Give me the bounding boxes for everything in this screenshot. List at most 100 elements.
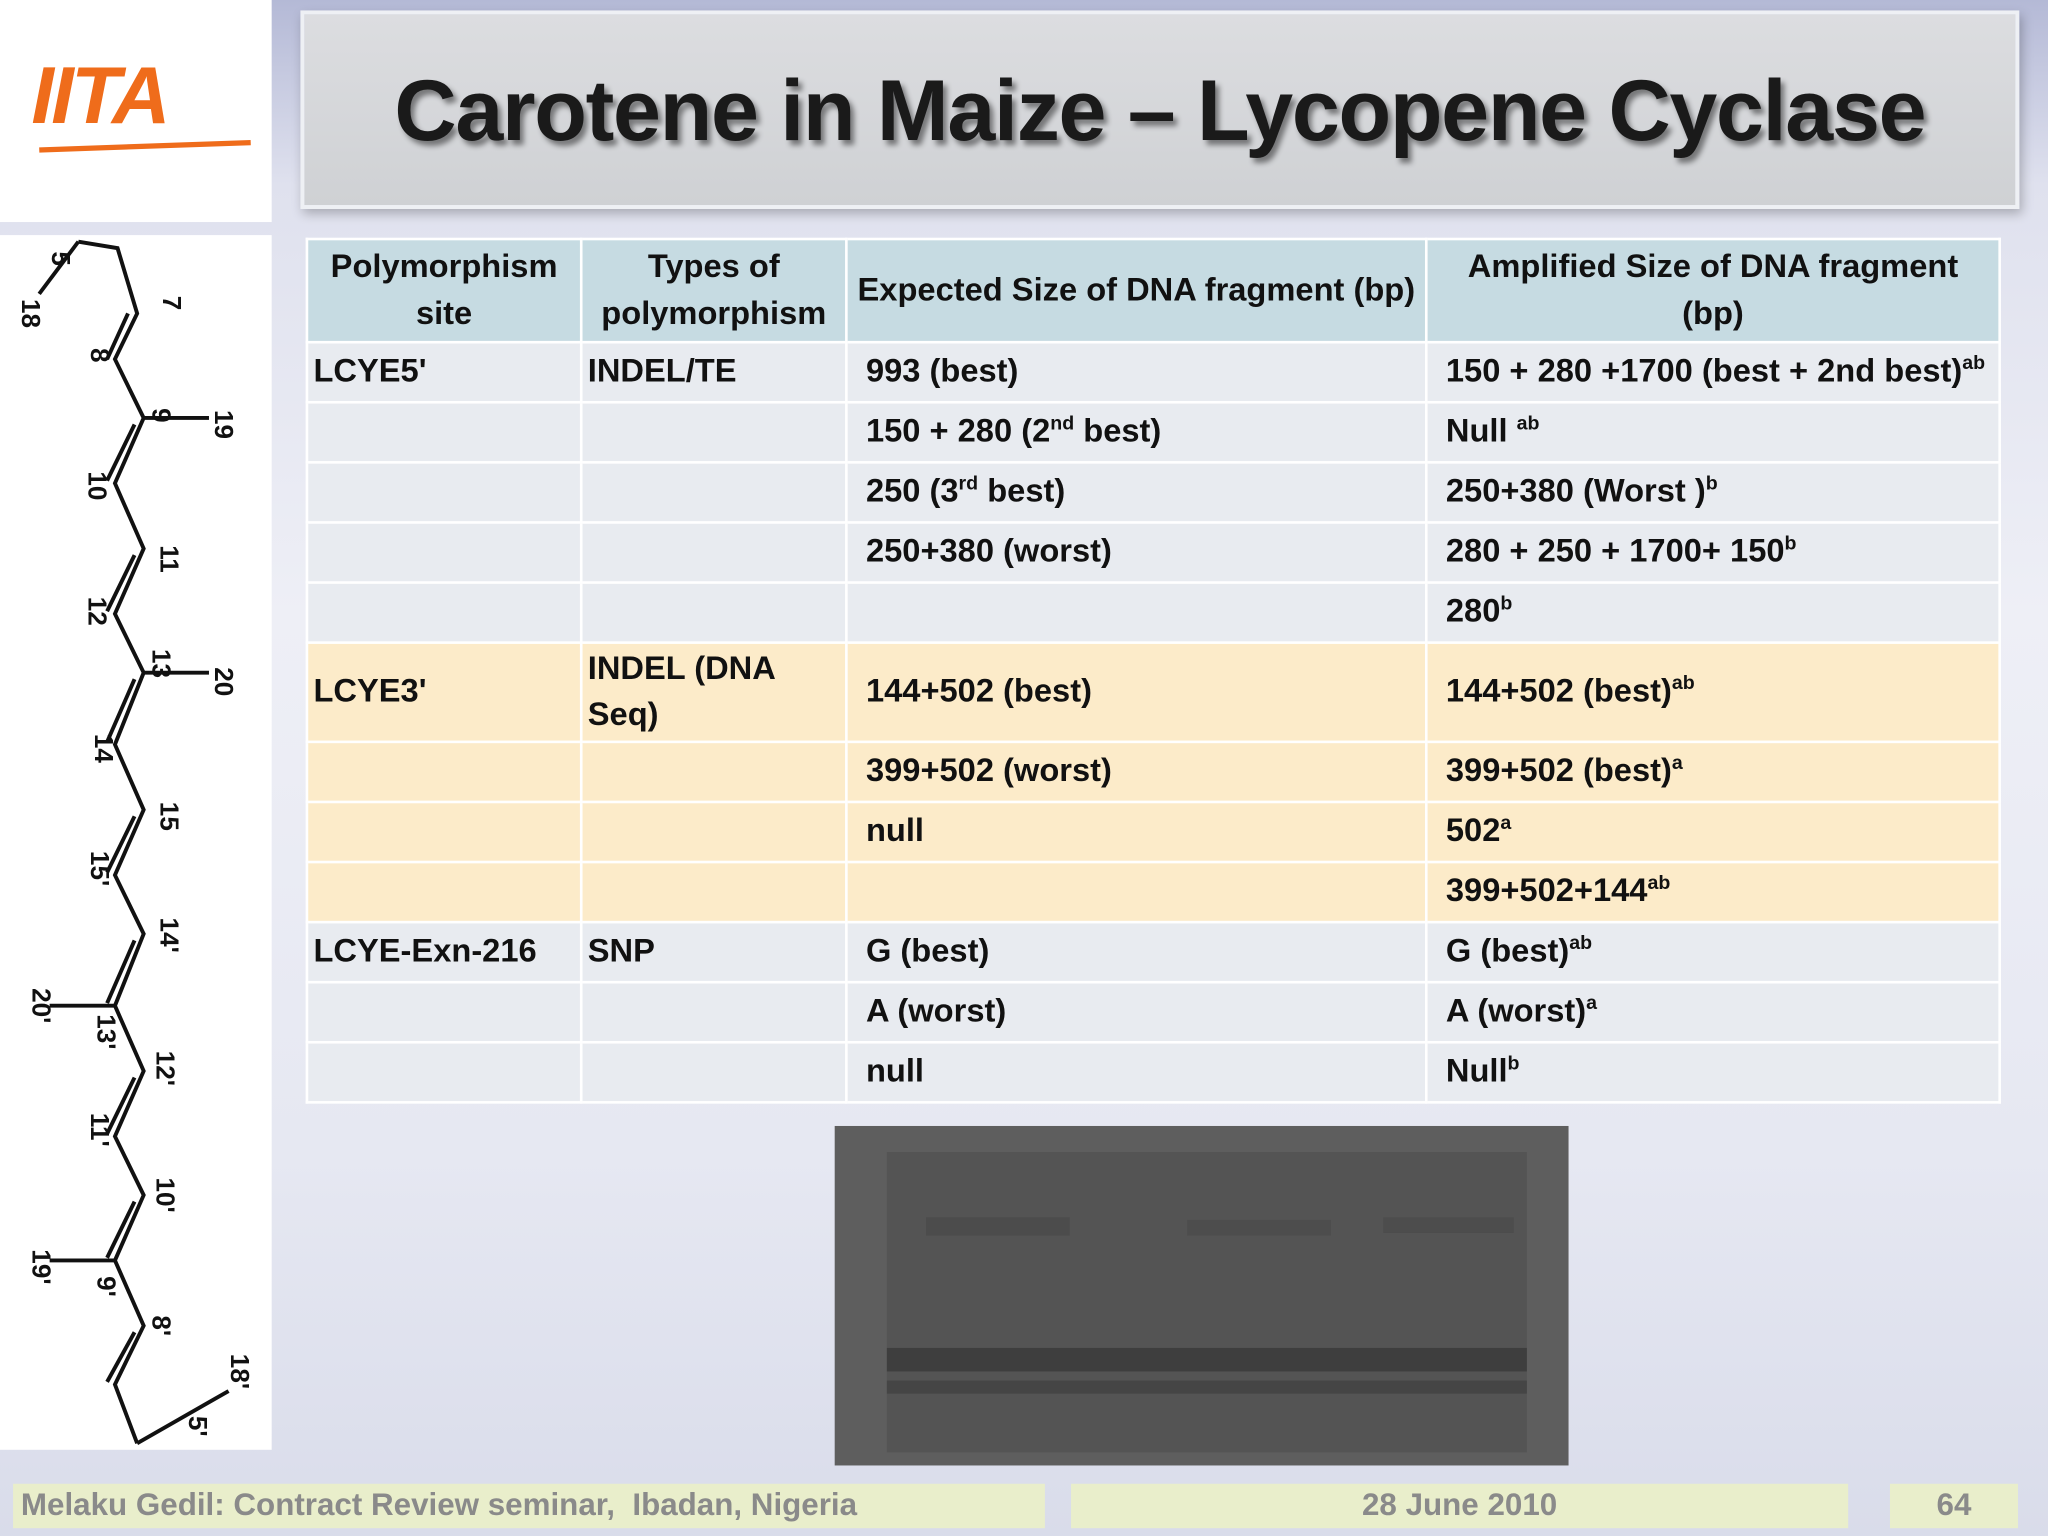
table-row: null Nullb — [305, 1040, 2001, 1104]
table-row: 150 + 280 (2nd best) Null ab — [305, 400, 2001, 464]
table-cell: G (best) — [845, 920, 1428, 983]
atom-label: 10' — [150, 1177, 180, 1212]
table-cell — [579, 580, 848, 644]
cell-superscript: ab — [1569, 932, 1593, 955]
gel-band — [1383, 1217, 1514, 1233]
cell-text: Null — [1445, 412, 1517, 450]
table-row: LCYE5' INDEL/TE 993 (best) 150 + 280 +1700 … — [305, 340, 2001, 403]
cell-superscript: rd — [958, 472, 979, 495]
methyl — [37, 240, 80, 296]
cell-text: 250 (3 — [865, 472, 959, 510]
cell-text: LCYE3' — [313, 672, 427, 710]
cell-text: INDEL (DNA Seq) — [587, 649, 775, 733]
gel-image — [834, 1125, 1569, 1466]
column-header: Polymorphism site — [305, 237, 583, 343]
atom-label: 18' — [225, 1354, 255, 1389]
cell-text: A (worst) — [865, 992, 1007, 1030]
table-cell — [579, 980, 848, 1043]
double-bond — [105, 423, 137, 482]
atom-label: 12 — [82, 597, 112, 626]
cell-superscript: a — [1671, 751, 1683, 775]
table-row: 399+502 (worst) 399+502 (best)a — [305, 739, 2001, 803]
atom-label: 19 — [209, 410, 239, 439]
table-cell — [305, 980, 583, 1043]
table-cell — [579, 860, 848, 923]
data-table: Polymorphism site Types of polymorphism Ex… — [305, 237, 2001, 1104]
gel-band — [886, 1380, 1527, 1394]
cell-text: 993 (best) — [865, 352, 1019, 390]
table-cell — [845, 860, 1428, 923]
cell-text: 399+502+144 — [1445, 872, 1648, 910]
table-cell — [579, 739, 848, 803]
atom-label: 9 — [146, 408, 176, 423]
cell-text: LCYE-Exn-216 — [313, 932, 537, 970]
table-cell — [579, 520, 848, 584]
table-cell — [579, 799, 848, 863]
table-row: A (worst) A (worst)a — [305, 980, 2001, 1043]
cell-text: 250+380 (worst) — [865, 532, 1112, 570]
table-row: LCYE-Exn-216 SNP G (best) G (best)ab — [305, 920, 2001, 983]
column-header: Types of polymorphism — [579, 237, 848, 343]
table-cell: 144+502 (best) — [845, 640, 1428, 743]
cell-superscript: b — [1500, 592, 1513, 615]
atom-label: 15' — [85, 851, 115, 886]
table-cell: LCYE3' — [305, 640, 583, 743]
cell-superscript: a — [1586, 992, 1598, 1015]
cell-text: best) — [1074, 412, 1162, 450]
table-cell: INDEL/TE — [579, 340, 848, 403]
header-row: Polymorphism site Types of polymorphism Ex… — [305, 237, 2001, 343]
footer-page: 64 — [1889, 1483, 2018, 1529]
cell-text: G (best) — [865, 932, 990, 970]
table-cell — [305, 860, 583, 923]
atom-label: 8 — [85, 348, 115, 363]
cell-text: best) — [978, 472, 1066, 510]
table-body: LCYE5' INDEL/TE 993 (best) 150 + 280 +1700 … — [305, 340, 2001, 1104]
table-cell: A (worst) — [845, 980, 1428, 1043]
table-cell: 280 + 250 + 1700+ 150b — [1424, 520, 2001, 584]
atom-label: 9' — [92, 1276, 122, 1297]
structure-diagram: 5 18 7 8 9 19 10 11 12 13 20 14 15 15' 14' 20' 13' 12' 11'… — [0, 235, 272, 1450]
cell-text: 280 + 250 + 1700+ 150 — [1445, 532, 1785, 570]
atom-label: 11 — [154, 545, 184, 573]
table-cell: 993 (best) — [845, 340, 1428, 403]
gel-lane-area — [886, 1151, 1527, 1453]
table-row: 280b — [305, 580, 2001, 644]
double-bond — [105, 939, 137, 1004]
double-bond — [105, 1076, 137, 1135]
table-cell: null — [845, 799, 1428, 863]
atom-label: 14' — [154, 918, 184, 953]
cell-text: INDEL/TE — [587, 352, 737, 390]
backbone — [78, 239, 146, 1444]
atom-label: 12' — [150, 1051, 180, 1086]
methyl — [136, 1389, 230, 1445]
cell-superscript: b — [1507, 1052, 1520, 1075]
atom-label: 15 — [154, 802, 184, 831]
atom-label: 7 — [157, 296, 187, 311]
title-box: Carotene in Maize – Lycopene Cyclase — [300, 10, 2020, 209]
table-cell: 502a — [1424, 799, 2001, 863]
table-cell: 399+502 (best)a — [1424, 739, 2001, 803]
cell-text: 144+502 (best) — [1445, 672, 1672, 710]
table-cell: 399+502+144ab — [1424, 860, 2001, 923]
atom-label: 13 — [146, 649, 176, 678]
table-row: null 502a — [305, 799, 2001, 863]
table-cell: 280b — [1424, 580, 2001, 644]
cell-text: 399+502 (best) — [1445, 752, 1672, 789]
table-row: LCYE3' INDEL (DNA Seq) 144+502 (best) 144+5… — [305, 640, 2001, 743]
table-cell: Null ab — [1424, 400, 2001, 464]
cell-text: 150 + 280 (2 — [865, 412, 1051, 450]
atom-label: 14 — [89, 734, 119, 764]
footer-date: 28 June 2010 — [1071, 1483, 1849, 1529]
atom-label: 18 — [16, 299, 46, 328]
cell-text: 280 — [1445, 592, 1501, 630]
double-bond — [105, 1331, 137, 1383]
atom-label: 11' — [85, 1113, 115, 1147]
atom-label: 20 — [209, 667, 239, 696]
table-cell — [305, 580, 583, 644]
cell-text: null — [865, 812, 924, 849]
table-cell — [305, 799, 583, 863]
atom-label: 5' — [183, 1416, 213, 1437]
atom-label: 10 — [82, 471, 112, 500]
table-cell: 250 (3rd best) — [845, 460, 1428, 524]
